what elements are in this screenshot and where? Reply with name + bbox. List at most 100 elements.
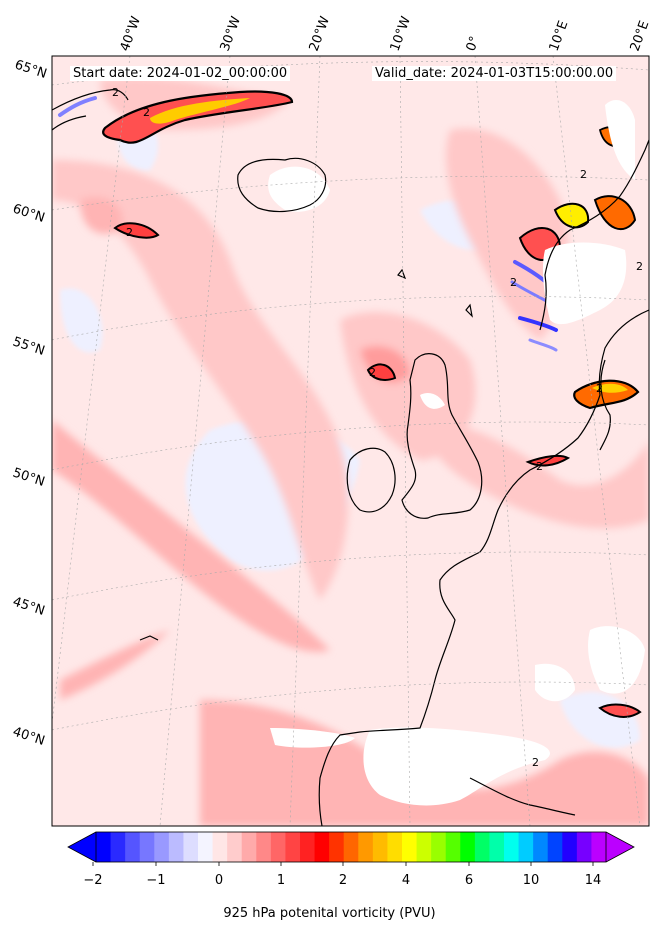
colorbar-cell — [576, 832, 592, 862]
lon-label: 40°W — [118, 14, 144, 53]
colorbar-cell — [402, 832, 418, 862]
colorbar-cells — [96, 832, 607, 862]
contour-labels: 2 2 2 2 2 2 2 2 2 2 — [112, 86, 643, 769]
coast-iceland — [237, 157, 327, 213]
colorbar-cell — [474, 832, 490, 862]
colorbar-cell — [416, 832, 432, 862]
contour-label: 2 — [532, 756, 539, 769]
lon-label: 30°W — [218, 14, 244, 53]
colorbar-cell — [431, 832, 447, 862]
colorbar-cell — [445, 832, 461, 862]
colorbar-cell — [387, 832, 403, 862]
colorbar-cell — [227, 832, 243, 862]
colorbar-cell — [110, 832, 126, 862]
colorbar-tick-label: 1 — [277, 873, 285, 888]
graticule — [52, 56, 649, 826]
contour-label: 2 — [580, 168, 587, 181]
colorbar-label: 925 hPa potenital vorticity (PVU) — [223, 906, 436, 921]
colorbar-cell — [125, 832, 141, 862]
coast-ireland — [346, 447, 396, 513]
colorbar-cell — [154, 832, 170, 862]
colorbar-tick-label: 14 — [585, 873, 602, 888]
coast-continent — [318, 309, 649, 826]
map-panel: 2 2 2 2 2 2 2 2 2 2 — [52, 56, 649, 826]
contour-label: 2 — [536, 460, 543, 473]
colorbar-tick-label: −2 — [83, 873, 102, 888]
colorbar-cell — [547, 832, 563, 862]
colorbar-cell — [533, 832, 549, 862]
colorbar-tick-label: 4 — [402, 873, 410, 888]
colorbar-cell — [241, 832, 257, 862]
coast-britain — [401, 353, 483, 519]
contour-label: 2 — [636, 260, 643, 273]
colorbar-tick-label: −1 — [146, 873, 165, 888]
lat-label: 45°N — [11, 595, 47, 619]
colorbar-cell — [504, 832, 520, 862]
colorbar-cell — [518, 832, 534, 862]
colorbar-extend-max — [606, 832, 634, 862]
colorbar-cell — [562, 832, 578, 862]
coast-iberia-south — [469, 777, 576, 816]
contour-label: 2 — [143, 106, 150, 119]
coast-azores — [139, 635, 159, 641]
lon-label: 20°E — [628, 19, 653, 54]
longitude-labels: 40°W 30°W 20°W 10°W 0° 10°E 20°E — [118, 14, 653, 53]
contour-label: 2 — [126, 226, 133, 239]
colorbar-cell — [489, 832, 505, 862]
lat-label: 60°N — [11, 202, 47, 226]
contour-label: 2 — [369, 366, 376, 379]
colorbar-cell — [139, 832, 155, 862]
lon-label: 20°W — [307, 14, 333, 53]
colorbar-cell — [300, 832, 316, 862]
start-date-label: Start date: 2024-01-02_00:00:00 — [70, 66, 291, 81]
colorbar-cell — [212, 832, 228, 862]
lat-label: 55°N — [11, 335, 47, 359]
colorbar-cell — [256, 832, 272, 862]
colorbar-cell — [270, 832, 286, 862]
coast-greenland — [52, 89, 129, 131]
coast-norway — [539, 139, 649, 331]
colorbar-tick-label: 10 — [523, 873, 540, 888]
colorbar-cell — [96, 832, 112, 862]
coast-shetland — [465, 303, 473, 318]
pv-maxima — [102, 90, 642, 718]
colorbar-tick-label: 6 — [465, 873, 473, 888]
latitude-labels: 65°N 60°N 55°N 50°N 45°N 40°N — [11, 58, 49, 749]
map-frame — [51, 55, 650, 827]
colorbar-tick-label: 2 — [339, 873, 347, 888]
colorbar-cell — [183, 832, 199, 862]
colorbar-extend-min — [68, 832, 96, 862]
valid-date-label: Valid_date: 2024-01-03T15:00:00.00 — [372, 66, 617, 81]
colorbar-cell — [285, 832, 301, 862]
colorbar-cell — [314, 832, 330, 862]
colorbar-outline-ends — [605, 831, 635, 863]
colorbar-outline-ends — [67, 831, 97, 863]
lat-label: 50°N — [11, 466, 47, 490]
pv-background-field — [52, 56, 649, 826]
coast-faroe — [397, 268, 407, 280]
lon-label: 0° — [464, 34, 483, 53]
lat-label: 40°N — [11, 725, 47, 749]
contour-label: 2 — [510, 276, 517, 289]
colorbar-ticks: −2 −1 0 1 2 4 6 10 14 — [83, 862, 601, 888]
coastlines — [52, 89, 649, 826]
colorbar-cell — [358, 832, 374, 862]
colorbar-cell — [168, 832, 184, 862]
coast-denmark — [599, 359, 611, 451]
lat-label: 65°N — [13, 58, 49, 82]
colorbar-cell — [198, 832, 214, 862]
colorbar-cell — [591, 832, 607, 862]
colorbar-outline — [95, 831, 607, 863]
colorbar-cell — [343, 832, 359, 862]
colorbar-tick-label: 0 — [215, 873, 223, 888]
colorbar-cell — [460, 832, 476, 862]
contour-label: 2 — [112, 86, 119, 99]
colorbar-cell — [329, 832, 345, 862]
contour-label: 2 — [596, 382, 603, 395]
lon-label: 10°W — [388, 14, 414, 53]
colorbar: −2 −1 0 1 2 4 6 10 14 — [67, 831, 635, 888]
colorbar-cell — [372, 832, 388, 862]
orography-mask — [268, 100, 645, 806]
lon-label: 10°E — [547, 19, 572, 54]
